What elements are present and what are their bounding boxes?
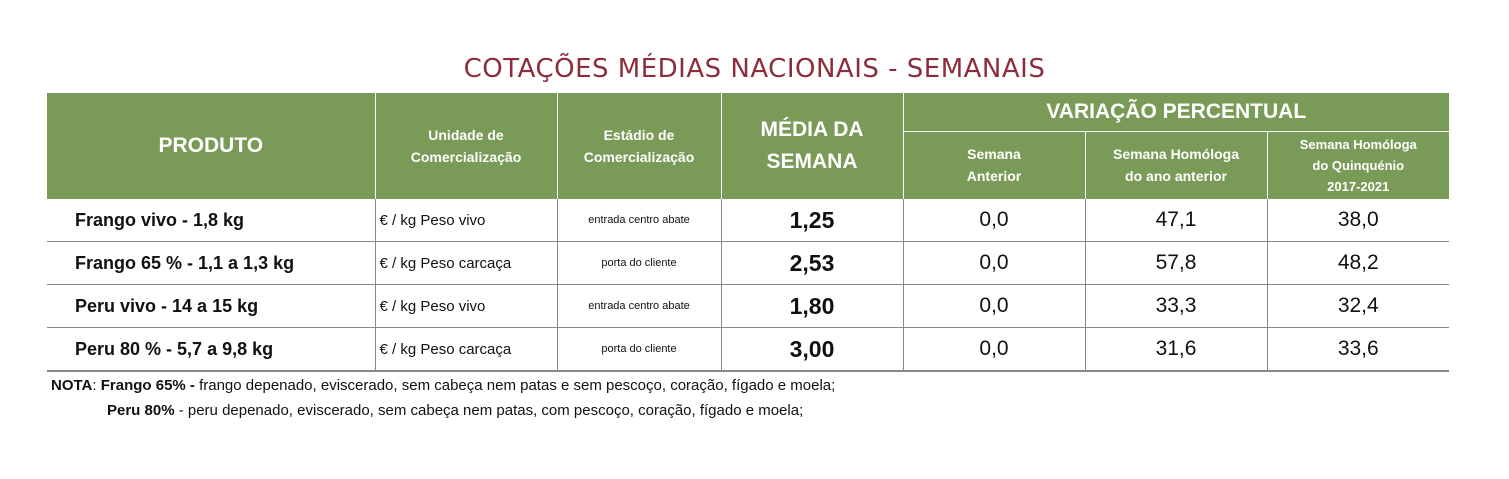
cell-estadio: entrada centro abate	[556, 199, 721, 242]
cell-media: 1,25	[720, 199, 903, 242]
header-homologa-quinq-line2: do Quinquénio	[1312, 157, 1405, 173]
cell-media: 2,53	[720, 241, 903, 285]
cell-homologa-ano: 33,3	[1084, 284, 1267, 328]
cell-semana-anterior: 0,0	[902, 241, 1085, 285]
cell-estadio: entrada centro abate	[556, 284, 721, 328]
cell-homologa-quinquenio: 38,0	[1266, 199, 1450, 242]
cell-unidade: € / kg Peso vivo	[374, 284, 557, 328]
cell-semana-anterior: 0,0	[902, 199, 1085, 242]
cell-homologa-quinquenio: 48,2	[1266, 241, 1450, 285]
cell-homologa-ano: 47,1	[1084, 199, 1267, 242]
table-row: Peru 80 % - 5,7 a 9,8 kg € / kg Peso car…	[47, 327, 1450, 372]
cell-homologa-ano: 31,6	[1084, 327, 1267, 372]
note-prefix: NOTA	[51, 377, 93, 394]
header-unidade-line1: Unidade de	[428, 127, 504, 143]
note-peru-label: Peru 80%	[107, 402, 175, 419]
table-row: Frango vivo - 1,8 kg € / kg Peso vivo en…	[47, 199, 1450, 242]
header-estadio: Estádio de Comercialização	[556, 93, 722, 199]
cell-homologa-ano: 57,8	[1084, 241, 1267, 285]
header-produto: PRODUTO	[47, 93, 376, 199]
header-unidade: Unidade de Comercialização	[374, 93, 558, 199]
cell-semana-anterior: 0,0	[902, 284, 1085, 328]
cell-produto: Peru vivo - 14 a 15 kg	[47, 284, 375, 328]
quotes-table: PRODUTO Unidade de Comercialização Estád…	[47, 93, 1450, 372]
header-homologa-quinq-line1: Semana Homóloga	[1299, 136, 1417, 152]
cell-unidade: € / kg Peso carcaça	[374, 241, 557, 285]
header-media-line1: MÉDIA DA	[760, 118, 864, 141]
header-homologa-ano-line1: Semana Homóloga	[1112, 146, 1240, 163]
header-media: MÉDIA DA SEMANA	[720, 93, 904, 199]
header-semana-anterior-line1: Semana	[967, 146, 1021, 163]
cell-media: 3,00	[720, 327, 903, 372]
note-peru: Peru 80% - peru depenado, eviscerado, se…	[107, 402, 803, 419]
header-homologa-ano-line2: do ano anterior	[1125, 168, 1227, 185]
cell-unidade: € / kg Peso carcaça	[374, 327, 557, 372]
note-frango-label: Frango 65% -	[100, 377, 195, 394]
note-frango: NOTA: Frango 65% - frango depenado, evis…	[51, 377, 835, 394]
cell-homologa-quinquenio: 32,4	[1266, 284, 1450, 328]
cell-media: 1,80	[720, 284, 903, 328]
cell-estadio: porta do cliente	[556, 241, 721, 285]
cell-produto: Frango vivo - 1,8 kg	[47, 199, 375, 242]
note-peru-text: - peru depenado, eviscerado, sem cabeça …	[174, 402, 804, 419]
page-title: COTAÇÕES MÉDIAS NACIONAIS - SEMANAIS	[463, 54, 1046, 84]
note-colon: :	[92, 377, 101, 394]
header-homologa-quinq-line3: 2017-2021	[1327, 178, 1390, 194]
header-media-line2: SEMANA	[766, 150, 858, 173]
header-semana-anterior-line2: Anterior	[966, 168, 1022, 185]
header-homologa-ano: Semana Homóloga do ano anterior	[1084, 131, 1268, 199]
header-estadio-line1: Estádio de	[603, 127, 675, 143]
cell-semana-anterior: 0,0	[902, 327, 1085, 372]
cell-estadio: porta do cliente	[556, 327, 721, 372]
note-frango-text: frango depenado, eviscerado, sem cabeça …	[194, 377, 836, 394]
header-estadio-line2: Comercialização	[583, 149, 695, 165]
cell-unidade: € / kg Peso vivo	[374, 199, 557, 242]
header-homologa-quinquenio: Semana Homóloga do Quinquénio 2017-2021	[1266, 131, 1450, 199]
header-variacao: VARIAÇÃO PERCENTUAL	[902, 93, 1450, 132]
cell-produto: Peru 80 % - 5,7 a 9,8 kg	[47, 327, 375, 372]
header-semana-anterior: Semana Anterior	[903, 131, 1086, 199]
table-row: Peru vivo - 14 a 15 kg € / kg Peso vivo …	[47, 284, 1450, 328]
cell-produto: Frango 65 % - 1,1 a 1,3 kg	[47, 241, 375, 285]
header-unidade-line2: Comercialização	[410, 149, 522, 165]
cell-homologa-quinquenio: 33,6	[1266, 327, 1450, 372]
table-row: Frango 65 % - 1,1 a 1,3 kg € / kg Peso c…	[47, 241, 1450, 285]
